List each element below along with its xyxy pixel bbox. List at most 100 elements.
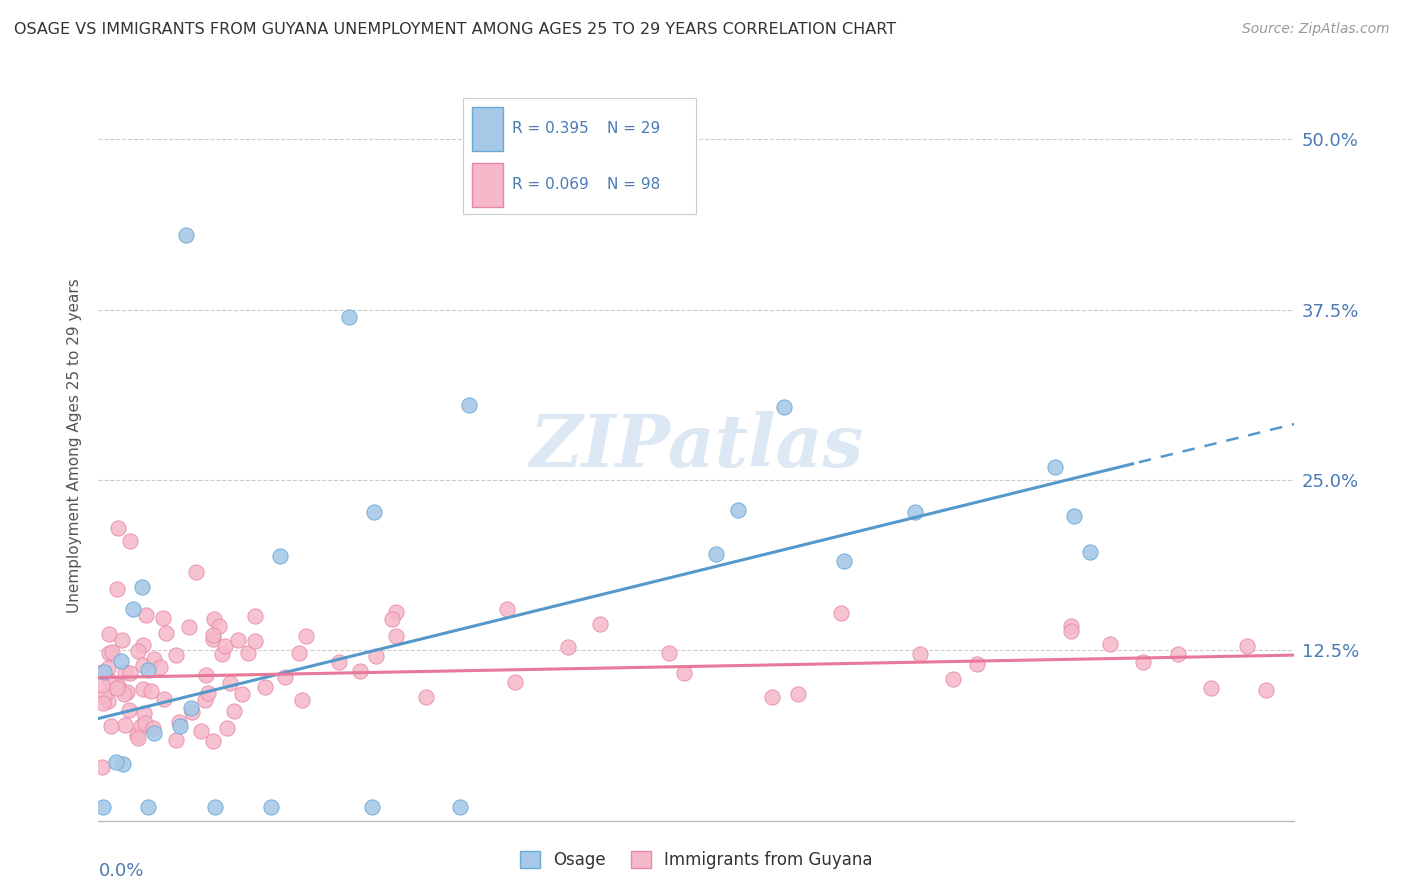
Text: 0.0%: 0.0%: [98, 862, 143, 880]
Point: [201, 734, 224, 748]
Point: [184, 566, 207, 580]
Point: [231, 687, 253, 701]
Point: [100, 718, 122, 732]
Point: [830, 606, 852, 620]
Point: [1236, 639, 1258, 653]
Point: [143, 652, 166, 666]
Point: [125, 727, 148, 741]
Point: [197, 686, 219, 700]
Point: [415, 690, 437, 704]
Point: [589, 617, 612, 632]
Point: [761, 690, 783, 704]
Point: [134, 706, 156, 721]
Point: [152, 611, 174, 625]
Point: [787, 687, 810, 701]
Point: [260, 800, 283, 814]
Point: [117, 703, 139, 717]
Point: [129, 719, 152, 733]
Point: [131, 580, 153, 594]
Point: [727, 502, 749, 516]
Point: [155, 625, 177, 640]
Point: [1060, 618, 1083, 632]
Point: [165, 648, 187, 662]
Point: [93, 665, 115, 680]
Point: [142, 726, 165, 740]
Point: [1099, 637, 1122, 651]
Point: [243, 608, 266, 623]
Point: [104, 755, 127, 769]
Point: [211, 647, 233, 661]
Point: [557, 640, 579, 655]
Point: [204, 800, 226, 814]
Point: [215, 721, 238, 735]
Point: [1063, 509, 1085, 524]
Point: [121, 602, 143, 616]
Point: [361, 800, 384, 814]
Point: [97, 660, 120, 674]
Point: [169, 719, 191, 733]
Y-axis label: Unemployment Among Ages 25 to 29 years: Unemployment Among Ages 25 to 29 years: [66, 278, 82, 614]
Point: [180, 705, 202, 719]
Point: [363, 505, 385, 519]
Point: [194, 692, 217, 706]
Point: [1167, 647, 1189, 661]
Point: [384, 605, 406, 619]
Point: [98, 627, 121, 641]
Point: [107, 679, 129, 693]
Point: [254, 680, 277, 694]
Point: [91, 677, 114, 691]
Point: [503, 675, 526, 690]
Point: [134, 715, 156, 730]
Point: [100, 645, 122, 659]
Point: [496, 601, 519, 615]
Point: [177, 620, 200, 634]
Point: [136, 800, 159, 814]
Point: [1199, 681, 1222, 695]
Point: [458, 398, 481, 412]
Point: [111, 632, 134, 647]
Point: [214, 639, 236, 653]
Point: [115, 685, 138, 699]
Point: [202, 612, 225, 626]
Point: [222, 704, 245, 718]
Point: [190, 724, 212, 739]
Point: [339, 310, 361, 324]
Point: [110, 654, 132, 668]
Point: [91, 696, 114, 710]
Point: [105, 681, 128, 695]
Point: [673, 666, 696, 681]
Text: OSAGE VS IMMIGRANTS FROM GUYANA UNEMPLOYMENT AMONG AGES 25 TO 29 YEARS CORRELATI: OSAGE VS IMMIGRANTS FROM GUYANA UNEMPLOY…: [14, 22, 896, 37]
Point: [904, 505, 927, 519]
Point: [114, 665, 136, 679]
Point: [295, 629, 318, 643]
Point: [167, 715, 190, 730]
Point: [131, 639, 153, 653]
Point: [1060, 624, 1083, 639]
Point: [236, 646, 259, 660]
Point: [136, 664, 159, 678]
Point: [245, 634, 267, 648]
Legend: Osage, Immigrants from Guyana: Osage, Immigrants from Guyana: [513, 845, 879, 876]
Point: [288, 646, 311, 660]
Point: [226, 632, 249, 647]
Point: [180, 701, 202, 715]
Point: [149, 660, 172, 674]
Point: [385, 629, 408, 643]
Point: [219, 675, 242, 690]
Point: [132, 681, 155, 696]
Point: [97, 646, 120, 660]
Point: [1254, 682, 1277, 697]
Point: [658, 646, 681, 660]
Point: [91, 800, 114, 814]
Point: [773, 400, 796, 414]
Point: [908, 647, 931, 661]
Text: ZIPatlas: ZIPatlas: [529, 410, 863, 482]
Point: [832, 554, 855, 568]
Point: [1132, 655, 1154, 669]
Point: [98, 673, 121, 688]
Point: [105, 582, 128, 596]
Point: [381, 612, 404, 626]
Point: [201, 632, 224, 647]
Point: [91, 665, 114, 680]
Point: [449, 800, 471, 814]
